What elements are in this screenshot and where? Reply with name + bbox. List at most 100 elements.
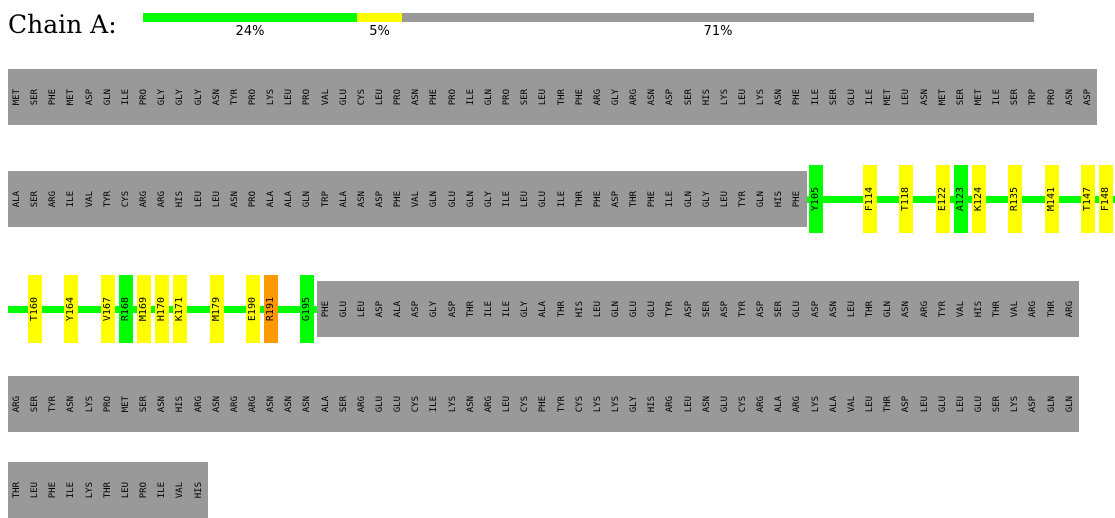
- residue-label: PHE: [574, 88, 585, 106]
- residue-label: THR: [556, 300, 567, 318]
- residue-cell: ASP: [1081, 69, 1095, 125]
- residue-cell: TYR: [228, 69, 242, 125]
- residue-cell: LEU: [210, 171, 224, 227]
- residue-label: LEU: [719, 190, 730, 208]
- residue-label: ALA: [828, 395, 839, 413]
- residue-label: CYS: [520, 395, 531, 413]
- residue-label: LEU: [955, 395, 966, 413]
- residue-cell: TYR: [736, 281, 750, 337]
- residue-label: ASN: [901, 300, 912, 318]
- highlighted-residue: K171: [173, 275, 188, 343]
- highlighted-residue-label: M169: [138, 296, 150, 322]
- residue-label: GLN: [465, 190, 476, 208]
- residue-label: THR: [629, 190, 640, 208]
- residue-label: LYS: [756, 88, 767, 106]
- residue-cell: GLN: [1045, 376, 1059, 432]
- residue-label: ASN: [266, 395, 277, 413]
- residue-label: ASN: [919, 88, 930, 106]
- residue-label: SER: [701, 300, 712, 318]
- residue-label: ALA: [338, 190, 349, 208]
- residue-label: GLU: [846, 88, 857, 106]
- residue-label: GLN: [883, 300, 894, 318]
- residue-cell: ASN: [827, 281, 841, 337]
- residue-label: ASN: [211, 395, 222, 413]
- residue-cell: GLU: [790, 281, 804, 337]
- residue-cell: LEU: [591, 281, 605, 337]
- residue-cell: SER: [682, 69, 696, 125]
- residue-label: GLY: [157, 88, 168, 106]
- highlighted-residue-label: M179: [210, 296, 222, 322]
- residue-cell: ILE: [555, 171, 569, 227]
- residue-cell: VAL: [845, 376, 859, 432]
- highlighted-residue: T147: [1080, 165, 1095, 233]
- residue-cell: ILE: [500, 171, 514, 227]
- residue-cell: HIS: [173, 376, 187, 432]
- residue-cell: LEU: [954, 376, 968, 432]
- highlighted-residue-label: A123: [954, 186, 966, 212]
- residue-cell: CYS: [736, 376, 750, 432]
- residue-cell: LEU: [536, 69, 550, 125]
- residue-label: CYS: [574, 395, 585, 413]
- residue-cell: ARG: [155, 171, 169, 227]
- residue-cell: MET: [972, 69, 986, 125]
- residue-cell: ASN: [355, 171, 369, 227]
- residue-label: GLN: [756, 190, 767, 208]
- residue-cell: CYS: [355, 69, 369, 125]
- residue-cell: VAL: [954, 281, 968, 337]
- residue-cell: TYR: [555, 376, 569, 432]
- summary-segment: [143, 13, 357, 22]
- residue-label: TYR: [229, 88, 240, 106]
- residue-label: GLU: [338, 300, 349, 318]
- residue-cell: THR: [863, 281, 877, 337]
- highlighted-residue-label: M141: [1045, 186, 1057, 212]
- residue-cell: GLU: [627, 281, 641, 337]
- residue-cell: LEU: [736, 69, 750, 125]
- residue-cell: ALA: [391, 281, 405, 337]
- residue-cell: VAL: [1008, 281, 1022, 337]
- residue-label: PHE: [320, 300, 331, 318]
- residue-cell: ASN: [645, 69, 659, 125]
- residue-label: GLU: [538, 190, 549, 208]
- residue-cell: SER: [337, 376, 351, 432]
- residue-label: PRO: [447, 88, 458, 106]
- residue-label: ARG: [247, 395, 258, 413]
- residue-label: LYS: [1010, 395, 1021, 413]
- residue-cell: LEU: [899, 69, 913, 125]
- residue-cell: SER: [700, 281, 714, 337]
- residue-label: PHE: [792, 88, 803, 106]
- residue-cell: LEU: [373, 69, 387, 125]
- residue-cell: GLY: [518, 281, 532, 337]
- residue-label: THR: [1046, 300, 1057, 318]
- residue-label: ASP: [447, 300, 458, 318]
- residue-label: PRO: [102, 395, 113, 413]
- residue-cell: ALA: [282, 171, 296, 227]
- highlighted-residue: R191: [264, 275, 279, 343]
- residue-label: LYS: [719, 88, 730, 106]
- residue-cell: SER: [772, 281, 786, 337]
- highlighted-residue-label: T160: [29, 296, 41, 322]
- residue-cell: THR: [555, 281, 569, 337]
- residue-label: ASP: [1028, 395, 1039, 413]
- residue-cell: VAL: [409, 171, 423, 227]
- residue-cell: MET: [936, 69, 950, 125]
- residue-cell: LEU: [282, 69, 296, 125]
- residue-cell: ASP: [809, 281, 823, 337]
- residue-cell: ARG: [918, 281, 932, 337]
- residue-label: LYS: [592, 395, 603, 413]
- residue-label: ARG: [629, 88, 640, 106]
- highlighted-residue: M141: [1044, 165, 1059, 233]
- residue-cell: SER: [827, 69, 841, 125]
- residue-cell: SER: [28, 376, 42, 432]
- residue-label: ILE: [157, 481, 168, 499]
- residue-label: ALA: [393, 300, 404, 318]
- residue-cell: SER: [954, 69, 968, 125]
- residue-label: ILE: [665, 190, 676, 208]
- residue-label: PHE: [393, 190, 404, 208]
- residue-label: LEU: [592, 300, 603, 318]
- highlighted-residue: V167: [100, 275, 115, 343]
- residue-cell: GLN: [300, 171, 314, 227]
- residue-cell: ARG: [1026, 281, 1040, 337]
- residue-label: SER: [139, 395, 150, 413]
- highlighted-residue: E122: [935, 165, 950, 233]
- residue-cell: ASN: [64, 376, 78, 432]
